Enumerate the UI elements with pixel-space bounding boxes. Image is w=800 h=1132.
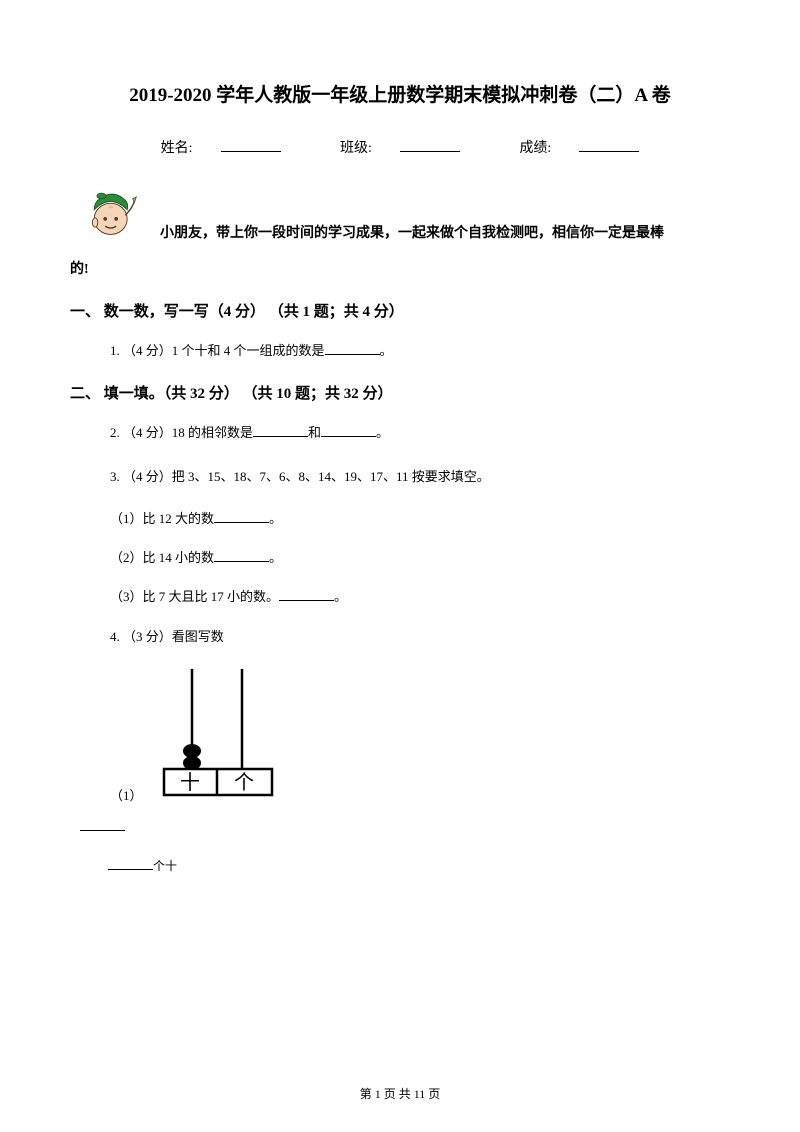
abacus-right-label: 个 bbox=[234, 771, 254, 794]
q3-1-blank[interactable] bbox=[214, 511, 269, 523]
q4-blank-1[interactable] bbox=[80, 819, 125, 831]
intro-text-2: 的! bbox=[70, 258, 730, 278]
question-4-figure: （1） 十 个 bbox=[110, 669, 730, 804]
q4-sub-label: （1） bbox=[110, 785, 143, 804]
q3-2-blank[interactable] bbox=[214, 550, 269, 562]
mascot-icon bbox=[85, 182, 140, 242]
q1-blank[interactable] bbox=[325, 343, 380, 355]
section-2-heading: 二、 填一填。（共 32 分） （共 10 题；共 32 分） bbox=[70, 382, 730, 403]
question-3: 3. （4 分）把 3、15、18、7、6、8、14、19、17、11 按要求填… bbox=[110, 465, 730, 488]
score-label: 成绩: bbox=[505, 141, 653, 156]
intro-row: 小朋友，带上你一段时间的学习成果，一起来做个自我检测吧，相信你一定是最棒 bbox=[70, 182, 730, 248]
intro-text-1: 小朋友，带上你一段时间的学习成果，一起来做个自我检测吧，相信你一定是最棒 bbox=[160, 182, 664, 248]
name-label: 姓名: bbox=[147, 141, 295, 156]
question-3-3: （3）比 7 大且比 17 小的数。。 bbox=[110, 586, 730, 605]
q4-blank-2[interactable] bbox=[108, 858, 153, 870]
score-blank[interactable] bbox=[579, 138, 639, 152]
q4-trail-text: 个十 bbox=[153, 859, 177, 873]
abacus-left-label: 十 bbox=[180, 771, 200, 794]
class-label: 班级: bbox=[326, 141, 474, 156]
name-blank[interactable] bbox=[221, 138, 281, 152]
question-3-2: （2）比 14 小的数。 bbox=[110, 547, 730, 566]
question-2: 2. （4 分）18 的相邻数是和。 bbox=[110, 421, 730, 444]
q2-blank-1[interactable] bbox=[253, 425, 308, 437]
exam-title: 2019-2020 学年人教版一年级上册数学期末模拟冲刺卷（二）A 卷 bbox=[70, 80, 730, 107]
q2-blank-2[interactable] bbox=[321, 425, 376, 437]
abacus-icon: 十 个 bbox=[152, 669, 282, 799]
student-info-row: 姓名: 班级: 成绩: bbox=[70, 137, 730, 157]
q4-answer-area: 个十 bbox=[80, 819, 730, 874]
question-3-1: （1）比 12 大的数。 bbox=[110, 508, 730, 527]
question-4: 4. （3 分）看图写数 bbox=[110, 625, 730, 648]
page-footer: 第 1 页 共 11 页 bbox=[0, 1085, 800, 1102]
q3-3-blank[interactable] bbox=[279, 589, 334, 601]
class-blank[interactable] bbox=[400, 138, 460, 152]
section-1-heading: 一、 数一数，写一写（4 分） （共 1 题；共 4 分） bbox=[70, 300, 730, 321]
question-1: 1. （4 分）1 个十和 4 个一组成的数是。 bbox=[110, 339, 730, 362]
